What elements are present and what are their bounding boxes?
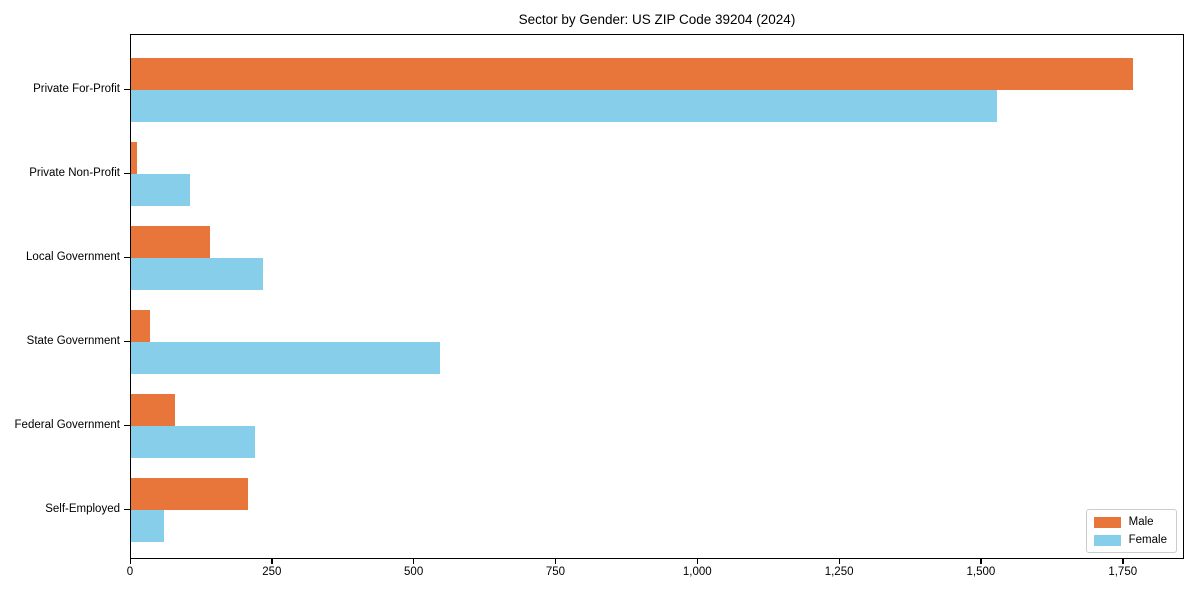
legend-item-female: Female [1093,534,1167,546]
y-tick-mark [124,340,130,342]
x-tick-mark [554,559,557,564]
chart-title: Sector by Gender: US ZIP Code 39204 (202… [518,12,796,27]
bar-female-private-non-profit [131,174,191,206]
x-tick-label-0: 0 [126,566,134,578]
bar-male-private-non-profit [131,142,137,174]
bar-male-state-government [131,310,151,342]
y-tick-label-private-for-profit: Private For-Profit [33,83,120,95]
x-tick-label-250: 250 [262,566,282,578]
x-tick-label-1750: 1,750 [1108,566,1138,578]
bar-female-federal-government [131,426,255,458]
y-tick-mark [124,424,130,426]
y-tick-label-federal-government: Federal Government [14,419,120,431]
y-tick-label-self-employed: Self-Employed [45,503,120,515]
x-tick-mark [1122,559,1124,564]
x-tick-label-1250: 1,250 [824,566,854,578]
y-tick-label-state-government: State Government [26,335,120,347]
bar-male-local-government [131,226,211,258]
x-tick-mark [129,559,131,564]
y-tick-mark [124,172,130,174]
y-tick-label-private-non-profit: Private Non-Profit [29,167,120,179]
y-tick-mark [124,88,130,90]
y-tick-label-local-government: Local Government [26,251,120,263]
bar-male-private-for-profit [131,58,1134,90]
x-tick-mark [980,559,982,564]
x-tick-mark [413,559,415,564]
x-tick-label-1000: 1,000 [682,566,712,578]
legend-swatch-male [1093,516,1121,528]
x-tick-label-750: 750 [545,566,566,578]
x-tick-label-1500: 1,500 [966,566,996,578]
x-tick-label-500: 500 [404,566,424,578]
y-tick-mark [124,256,130,258]
bars-layer [131,35,1183,558]
bar-male-federal-government [131,394,176,426]
legend-item-male: Male [1093,516,1167,528]
y-tick-mark [124,508,130,510]
legend: Male Female [1085,509,1177,553]
legend-swatch-female [1093,534,1121,546]
x-tick-mark [271,559,273,564]
x-tick-mark [696,559,699,564]
plot-area: Male Female [130,34,1184,559]
bar-female-self-employed [131,510,164,542]
bar-female-state-government [131,342,440,374]
bar-female-local-government [131,258,264,290]
x-tick-mark [838,559,840,564]
legend-label-female: Female [1128,534,1167,546]
bar-female-private-for-profit [131,90,998,122]
legend-label-male: Male [1128,516,1154,528]
bar-male-self-employed [131,478,249,510]
